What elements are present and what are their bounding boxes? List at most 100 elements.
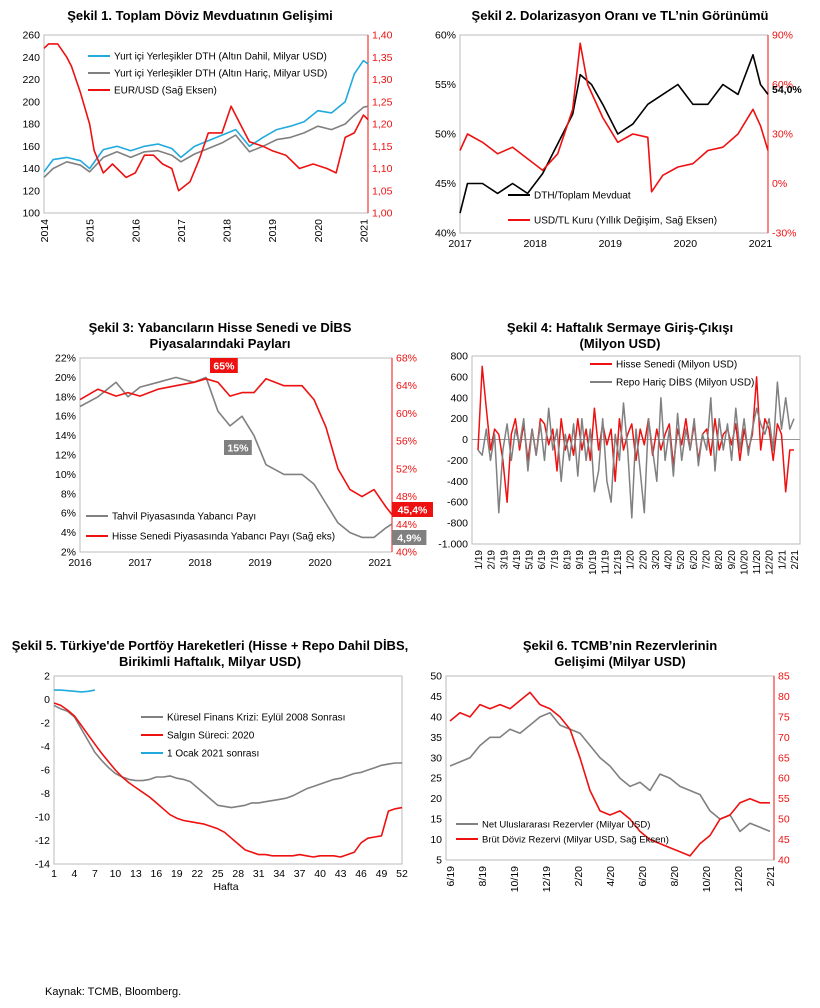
- y-tick-label: 120: [22, 185, 40, 197]
- x-tick-label: 19: [171, 868, 183, 880]
- x-tick-label: 4/20: [605, 866, 617, 887]
- x-tick-label: 3/20: [651, 550, 662, 570]
- y2-tick-label: 45: [778, 834, 790, 846]
- annotation-badge-bg: [392, 530, 427, 545]
- y-tick-label: -200: [447, 455, 468, 467]
- series-line: [43, 105, 369, 178]
- y-tick-label: -800: [447, 518, 468, 530]
- y2-tick-label: 90%: [772, 30, 793, 42]
- chart-title: Şekil 2. Dolarizasyon Oranı ve TL’nin Gö…: [471, 8, 769, 23]
- legend-entry: Yurt içi Yerleşikler DTH (Altın Hariç, M…: [114, 69, 327, 80]
- x-tick-label: 12/20: [765, 550, 776, 575]
- y2-tick-label: 1,30: [372, 74, 393, 86]
- x-tick-label: 34: [273, 868, 285, 880]
- series-line: [43, 59, 369, 173]
- y2-tick-label: 40%: [396, 547, 417, 559]
- series-line: [449, 712, 771, 833]
- y2-tick-label: 60%: [772, 79, 793, 91]
- y-tick-label: 200: [22, 96, 40, 108]
- y-tick-label: 25: [430, 773, 442, 785]
- plot-frame: [53, 675, 403, 865]
- legend-entry: Brüt Döviz Rezervi (Milyar USD, Sağ Ekse…: [482, 835, 669, 846]
- y-tick-label: 220: [22, 74, 40, 86]
- x-tick-label: 2016: [130, 219, 142, 243]
- y-tick-label: 45%: [435, 178, 456, 190]
- plot-frame: [445, 675, 775, 861]
- y2-tick-label: 55: [778, 793, 790, 805]
- x-tick-label: 10/19: [588, 550, 599, 575]
- x-tick-label: 2020: [313, 219, 325, 243]
- x-tick-label: 7: [92, 868, 98, 880]
- x-tick-label: 4/19: [512, 550, 523, 570]
- x-tick-label: 7/19: [550, 550, 561, 570]
- y-tick-label: 15: [430, 814, 442, 826]
- annotation-badge-bg: [224, 440, 252, 455]
- y-tick-label: -14: [35, 859, 50, 871]
- chart-sekil-3: 2% 4% 6% 8% 10% 12% 14% 16% 18% 20% 22% 40% 44% 48% 52…: [55, 353, 433, 569]
- y2-tick-label: 0%: [772, 178, 787, 190]
- y-tick-label: 10: [430, 834, 442, 846]
- y-tick-label: 40%: [435, 228, 456, 240]
- y2-tick-label: 1,15: [372, 141, 393, 153]
- x-tick-label: 4: [72, 868, 78, 880]
- x-tick-label: 1/20: [626, 550, 637, 570]
- y-tick-label: -12: [35, 835, 50, 847]
- x-tick-label: 2019: [267, 219, 279, 243]
- x-tick-label: 2021: [358, 219, 370, 243]
- x-tick-label: 2/20: [638, 550, 649, 570]
- y-tick-label: -600: [447, 497, 468, 509]
- y-tick-label: 0: [44, 694, 50, 706]
- x-tick-label: 12/19: [613, 550, 624, 575]
- x-tick-label: 37: [294, 868, 306, 880]
- x-tick-label: 12/19: [541, 866, 553, 892]
- legend-entry: DTH/Toplam Mevduat: [534, 191, 631, 202]
- x-tick-label: 3/19: [499, 550, 510, 570]
- y-tick-label: 22%: [55, 353, 76, 365]
- x-tick-label: 2018: [188, 557, 212, 569]
- y-tick-label: 160: [22, 141, 40, 153]
- legend-entry: Küresel Finans Krizi: Eylül 2008 Sonrası: [167, 713, 345, 724]
- x-tick-label: 8/20: [714, 550, 725, 570]
- x-tick-label: 49: [376, 868, 388, 880]
- y-tick-label: 45: [430, 691, 442, 703]
- legend-entry: Yurt içi Yerleşikler DTH (Altın Dahil, M…: [114, 52, 327, 63]
- y-tick-label: 180: [22, 119, 40, 131]
- x-tick-label: 2018: [523, 238, 547, 250]
- chart-title: Şekil 5. Türkiye'de Portföy Hareketleri …: [11, 638, 409, 669]
- series-line: [53, 704, 402, 809]
- value-annotation: 54,0%: [772, 84, 802, 96]
- y-tick-label: -2: [41, 718, 50, 730]
- y2-tick-label: -30%: [772, 228, 797, 240]
- series-line: [459, 54, 769, 214]
- y-tick-label: 55%: [435, 79, 456, 91]
- x-tick-label: 1/19: [474, 550, 485, 570]
- y2-tick-label: 1,10: [372, 163, 393, 175]
- legend-entry: Repo Hariç DİBS (Milyon USD): [616, 376, 754, 389]
- y-tick-label: 12%: [55, 450, 76, 462]
- y-tick-label: 10%: [55, 469, 76, 481]
- y2-tick-label: 52%: [396, 463, 417, 475]
- x-tick-label: 16: [151, 868, 163, 880]
- y-tick-label: 14%: [55, 430, 76, 442]
- y2-tick-label: 56%: [396, 436, 417, 448]
- series-line: [79, 378, 393, 516]
- y-tick-label: 5: [436, 855, 442, 867]
- legend-entry: Tahvil Piyasasında Yabancı Payı: [112, 512, 256, 523]
- y-tick-label: 6%: [61, 508, 76, 520]
- y2-tick-label: 65: [778, 752, 790, 764]
- series-line: [459, 42, 769, 193]
- x-tick-label: 9/19: [575, 550, 586, 570]
- y2-tick-label: 50: [778, 814, 790, 826]
- legend-entry: EUR/USD (Sağ Eksen): [114, 86, 217, 97]
- x-tick-label: 40: [314, 868, 326, 880]
- panel-sekil-5: Şekil 5. Türkiye'de Portföy Hareketleri …: [0, 638, 420, 898]
- x-tick-label: 12/20: [733, 866, 745, 892]
- y-tick-label: 50: [430, 671, 442, 683]
- y-tick-label: 0: [462, 434, 468, 446]
- annotation-badge-bg: [392, 502, 433, 517]
- y-tick-label: -1.000: [438, 539, 468, 551]
- y2-tick-label: 75: [778, 711, 790, 723]
- x-tick-label: 2020: [308, 557, 332, 569]
- y-tick-label: 260: [22, 30, 40, 42]
- x-tick-label: 2018: [222, 219, 234, 243]
